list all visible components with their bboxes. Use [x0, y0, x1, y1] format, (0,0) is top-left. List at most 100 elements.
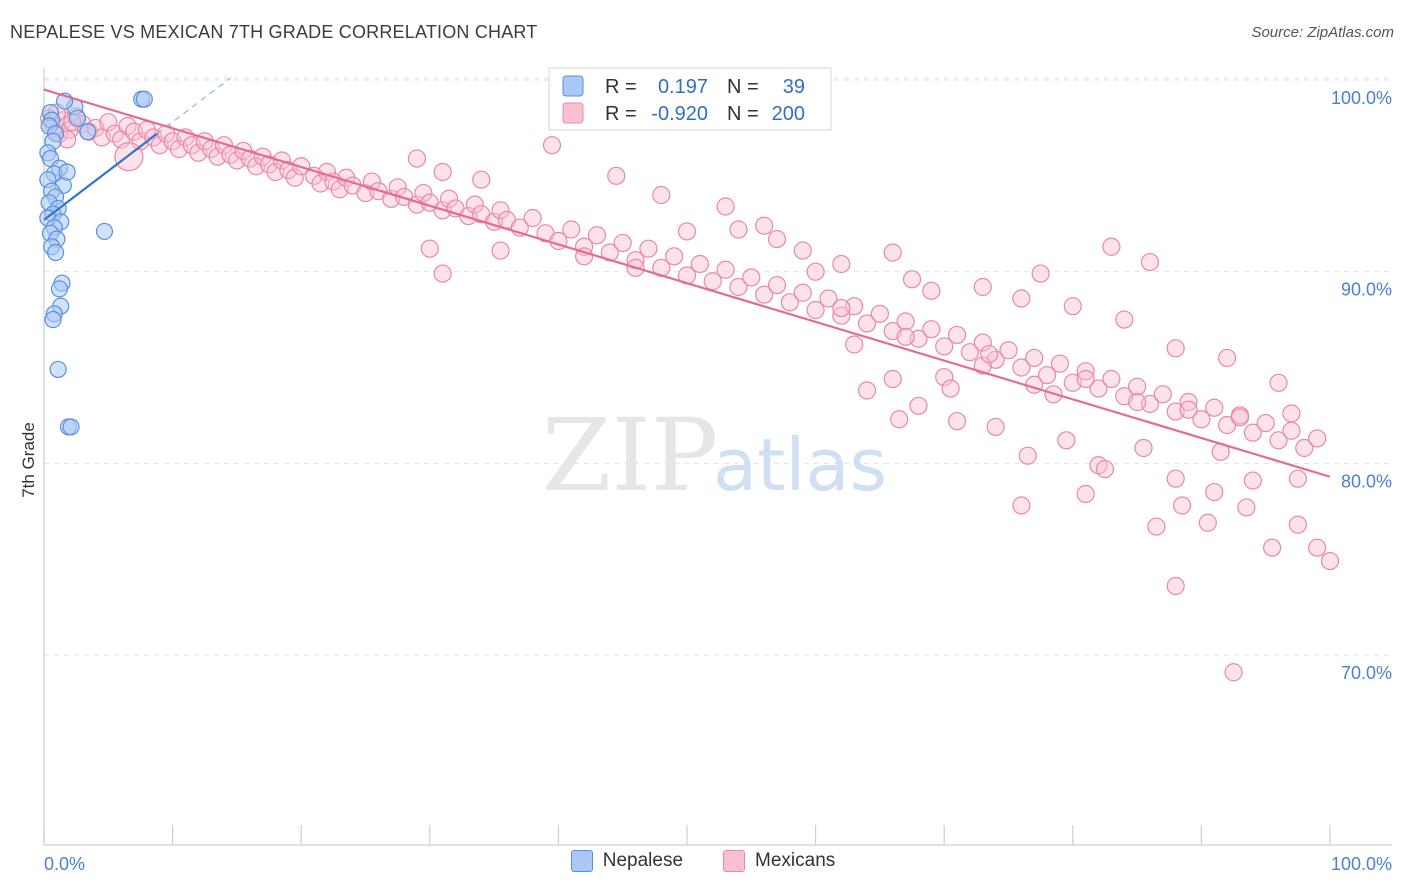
- mexicans-point: [896, 312, 915, 331]
- nepalese-trend-extension: [156, 77, 231, 135]
- mexicans-point: [1263, 538, 1282, 557]
- mexicans-point: [742, 268, 761, 287]
- mexicans-point: [1166, 576, 1185, 596]
- stats-r-value: 0.197: [658, 76, 708, 98]
- mexicans-point: [1179, 400, 1198, 419]
- mexicans-point: [1076, 362, 1095, 381]
- mexicans-point: [973, 277, 992, 297]
- mexicans-point: [285, 168, 304, 187]
- chart-title: NEPALESE VS MEXICAN 7TH GRADE CORRELATIO…: [10, 22, 538, 42]
- mexicans-point: [1147, 517, 1166, 536]
- mexicans-point: [1095, 459, 1115, 479]
- mexicans-point: [767, 229, 787, 249]
- mexicans-point: [1179, 392, 1198, 412]
- mexicans-point: [716, 197, 735, 216]
- mexicans-point: [780, 293, 799, 312]
- mexicans-point: [472, 170, 491, 189]
- mexicans-point: [1037, 366, 1057, 385]
- mexicans-point: [1031, 264, 1050, 283]
- mexicans-point: [1025, 375, 1044, 394]
- mexicans-point: [729, 220, 748, 239]
- mexicans-point: [1230, 408, 1250, 427]
- mexicans-point: [716, 260, 735, 279]
- nepalese-trend-line: [43, 132, 158, 221]
- stats-r-label: R =: [605, 103, 637, 125]
- mexicans-point: [729, 277, 748, 297]
- mexicans-point: [1050, 354, 1070, 373]
- mexicans-point: [922, 281, 941, 300]
- mexicans-point: [1237, 498, 1256, 517]
- nepalese-point: [49, 360, 67, 379]
- stats-legend-swatch: [562, 102, 584, 124]
- y-tick-label: 70.0%: [1341, 663, 1392, 683]
- mexicans-point: [947, 412, 967, 431]
- mexicans-point: [819, 289, 838, 308]
- legend-item-nepalese[interactable]: Nepalese: [570, 850, 684, 872]
- mexicans-point: [755, 285, 774, 304]
- mexicans-point: [883, 243, 902, 262]
- mexicans-point: [1127, 392, 1147, 412]
- mexicans-point: [960, 343, 980, 362]
- mexicans-point: [362, 172, 382, 191]
- legend-item-mexicans[interactable]: Mexicans: [723, 850, 835, 872]
- mexicans-point: [1140, 252, 1160, 272]
- x-tick-label: 0.0%: [44, 854, 85, 874]
- mexicans-point: [896, 327, 915, 346]
- nepalese-point: [58, 163, 76, 181]
- mexicans-point: [973, 333, 992, 352]
- mexicans-point: [214, 136, 234, 155]
- mexicans-point: [1153, 385, 1172, 404]
- mexicans-point: [909, 396, 928, 415]
- source-label: Source: ZipAtlas.com: [1251, 24, 1394, 41]
- mexicans-point: [947, 325, 967, 345]
- y-axis-label: 7th Grade: [19, 422, 38, 498]
- mexicans-trend-line: [43, 88, 1331, 478]
- mexicans-point: [1173, 496, 1192, 515]
- mexicans-point: [1127, 377, 1147, 396]
- mexicans-point: [935, 337, 954, 356]
- mexicans-point: [806, 300, 825, 320]
- nepalese-point: [46, 243, 65, 262]
- watermark-atlas: atlas: [713, 423, 887, 507]
- mexicans-point: [1288, 515, 1307, 534]
- mexicans-point: [1308, 538, 1327, 557]
- mexicans-point: [690, 254, 709, 274]
- mexicans-point: [793, 283, 812, 302]
- mexicans-point: [433, 264, 452, 283]
- mexicans-point: [639, 239, 658, 258]
- nepalese-point: [68, 109, 87, 127]
- mexicans-point: [542, 136, 562, 155]
- mexicans-point: [902, 270, 922, 289]
- watermark-zip: ZIP: [542, 397, 718, 514]
- nepalese-point: [95, 222, 114, 241]
- y-tick-label: 90.0%: [1341, 280, 1392, 300]
- mexicans-point: [1025, 348, 1044, 368]
- mexicans-point: [857, 381, 877, 400]
- mexicans-point: [1102, 237, 1121, 256]
- mexicans-point: [1282, 404, 1301, 423]
- mexicans-point: [433, 162, 452, 182]
- stats-r-value: -0.920: [651, 103, 708, 125]
- mexicans-point: [941, 379, 960, 398]
- mexicans-point: [1076, 369, 1095, 389]
- mexicans-point: [1115, 310, 1134, 329]
- mexicans-point: [999, 341, 1018, 360]
- mexicans-point: [980, 344, 999, 364]
- nepalese-point: [44, 310, 62, 329]
- mexicans-point: [832, 254, 851, 274]
- mexicans-point: [523, 208, 542, 228]
- mexicans-point: [767, 275, 787, 295]
- stats-r-label: R =: [605, 76, 637, 98]
- mexicans-point: [677, 222, 697, 241]
- mexicans-point: [575, 247, 594, 266]
- mexicans-point: [1063, 297, 1082, 316]
- mexicans-point: [986, 417, 1005, 437]
- mexicans-point: [1012, 496, 1031, 515]
- nepalese-label: Nepalese: [602, 850, 684, 871]
- mexicans-point: [922, 320, 941, 339]
- mexicans-point: [1295, 438, 1314, 458]
- mexicans-point: [1012, 358, 1031, 377]
- mexicans-point: [1057, 431, 1076, 450]
- nepalese-point: [62, 418, 80, 436]
